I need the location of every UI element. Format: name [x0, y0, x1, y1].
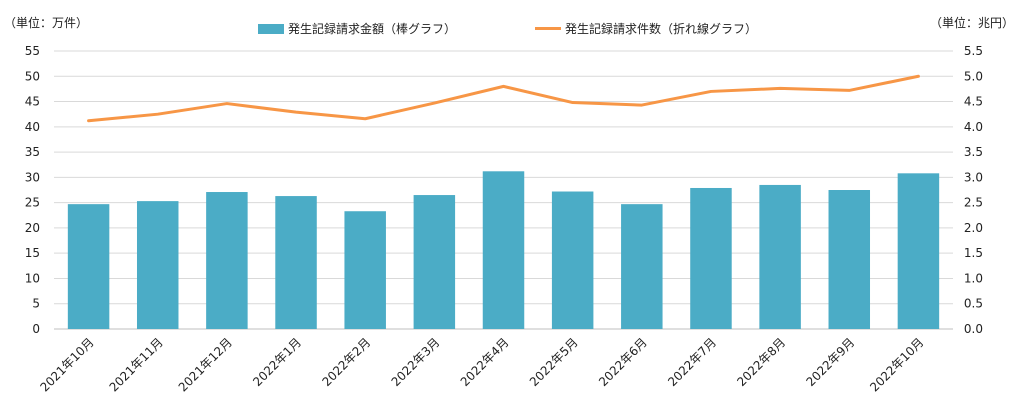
x-axis-tick-label: 2022年4月	[458, 335, 512, 389]
left-axis-tick-label: 35	[25, 145, 40, 159]
x-axis-tick-label: 2021年11月	[107, 335, 166, 394]
legend-line-series: 発生記録請求件数（折れ線グラフ）	[535, 20, 757, 37]
x-axis-tick-label: 2022年10月	[867, 335, 926, 394]
legend-bar-series: 発生記録請求金額（棒グラフ）	[258, 20, 456, 37]
line-series	[87, 74, 920, 123]
bar	[621, 204, 663, 329]
x-axis-tick-label: 2022年9月	[804, 335, 858, 389]
x-axis-tick-label: 2022年8月	[734, 335, 788, 389]
right-axis-tick-label: 0.5	[964, 297, 983, 311]
left-axis-unit-label: （単位：万件）	[4, 16, 89, 30]
bar	[897, 173, 940, 329]
right-axis-tick-label: 1.0	[964, 271, 983, 285]
bar	[413, 195, 456, 329]
legend-bar-swatch	[258, 23, 284, 34]
left-axis-tick-label: 40	[25, 120, 40, 134]
right-axis-tick-label: 4.0	[964, 120, 983, 134]
bar	[482, 171, 525, 329]
legend-line-swatch	[535, 27, 561, 30]
x-axis-tick-label: 2022年5月	[527, 335, 581, 389]
right-axis-tick-label: 2.5	[964, 196, 983, 210]
right-axis-tick-label: 5.0	[964, 69, 983, 83]
bar	[67, 204, 110, 329]
bar	[136, 201, 179, 329]
right-axis-tick-label: 1.5	[964, 246, 983, 260]
right-axis-tick-label: 5.5	[964, 44, 983, 58]
x-axis-tick-label: 2022年3月	[389, 335, 443, 389]
left-axis-tick-label: 5	[32, 297, 40, 311]
bar	[206, 192, 248, 329]
left-axis-tick-label: 25	[25, 196, 40, 210]
x-axis-tick-label: 2022年2月	[319, 335, 373, 389]
right-axis-unit-label: （単位：兆円）	[929, 16, 1014, 30]
x-axis-tick-label: 2021年10月	[37, 335, 96, 394]
left-axis-tick-label: 30	[25, 170, 40, 184]
legend-line-label: 発生記録請求件数（折れ線グラフ）	[565, 22, 758, 36]
right-axis-tick-label: 4.5	[964, 95, 983, 109]
x-axis-tick-label: 2022年6月	[596, 335, 650, 389]
left-axis-tick-label: 0	[32, 322, 40, 336]
x-axis-tick-label: 2022年7月	[665, 335, 719, 389]
legend-bar-label: 発生記録請求金額（棒グラフ）	[288, 22, 457, 36]
right-axis-tick-label: 3.0	[964, 170, 983, 184]
x-axis-tick-label: 2021年12月	[176, 335, 235, 394]
bar	[690, 187, 732, 329]
x-axis-tick-label: 2022年1月	[250, 335, 304, 389]
bar	[344, 211, 386, 329]
left-axis-tick-label: 55	[25, 44, 40, 58]
bar	[275, 196, 317, 329]
right-axis-tick-label: 0.0	[964, 322, 983, 336]
bar	[551, 191, 594, 329]
bar	[759, 184, 801, 329]
left-axis-tick-label: 45	[25, 95, 40, 109]
left-axis-tick-label: 10	[25, 271, 40, 285]
left-axis-tick-label: 50	[25, 69, 40, 83]
right-axis-tick-label: 2.0	[964, 221, 983, 235]
right-axis-tick-label: 3.5	[964, 145, 983, 159]
left-axis-tick-label: 15	[25, 246, 40, 260]
bar	[828, 190, 871, 329]
left-axis-tick-label: 20	[25, 221, 40, 235]
